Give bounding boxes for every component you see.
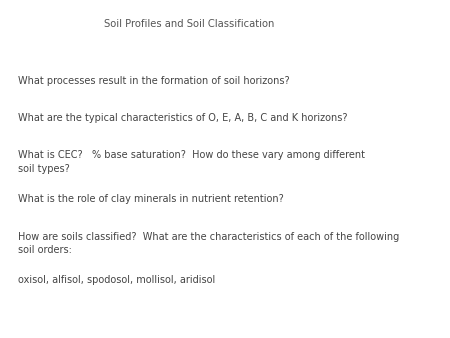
Text: What processes result in the formation of soil horizons?: What processes result in the formation o…: [18, 76, 290, 86]
Text: What is the role of clay minerals in nutrient retention?: What is the role of clay minerals in nut…: [18, 194, 284, 204]
Text: What are the typical characteristics of O, E, A, B, C and K horizons?: What are the typical characteristics of …: [18, 113, 347, 123]
Text: What is CEC?   % base saturation?  How do these vary among different
soil types?: What is CEC? % base saturation? How do t…: [18, 150, 365, 174]
Text: Soil Profiles and Soil Classification: Soil Profiles and Soil Classification: [104, 19, 274, 29]
Text: oxisol, alfisol, spodosol, mollisol, aridisol: oxisol, alfisol, spodosol, mollisol, ari…: [18, 275, 215, 286]
Text: How are soils classified?  What are the characteristics of each of the following: How are soils classified? What are the c…: [18, 232, 399, 255]
